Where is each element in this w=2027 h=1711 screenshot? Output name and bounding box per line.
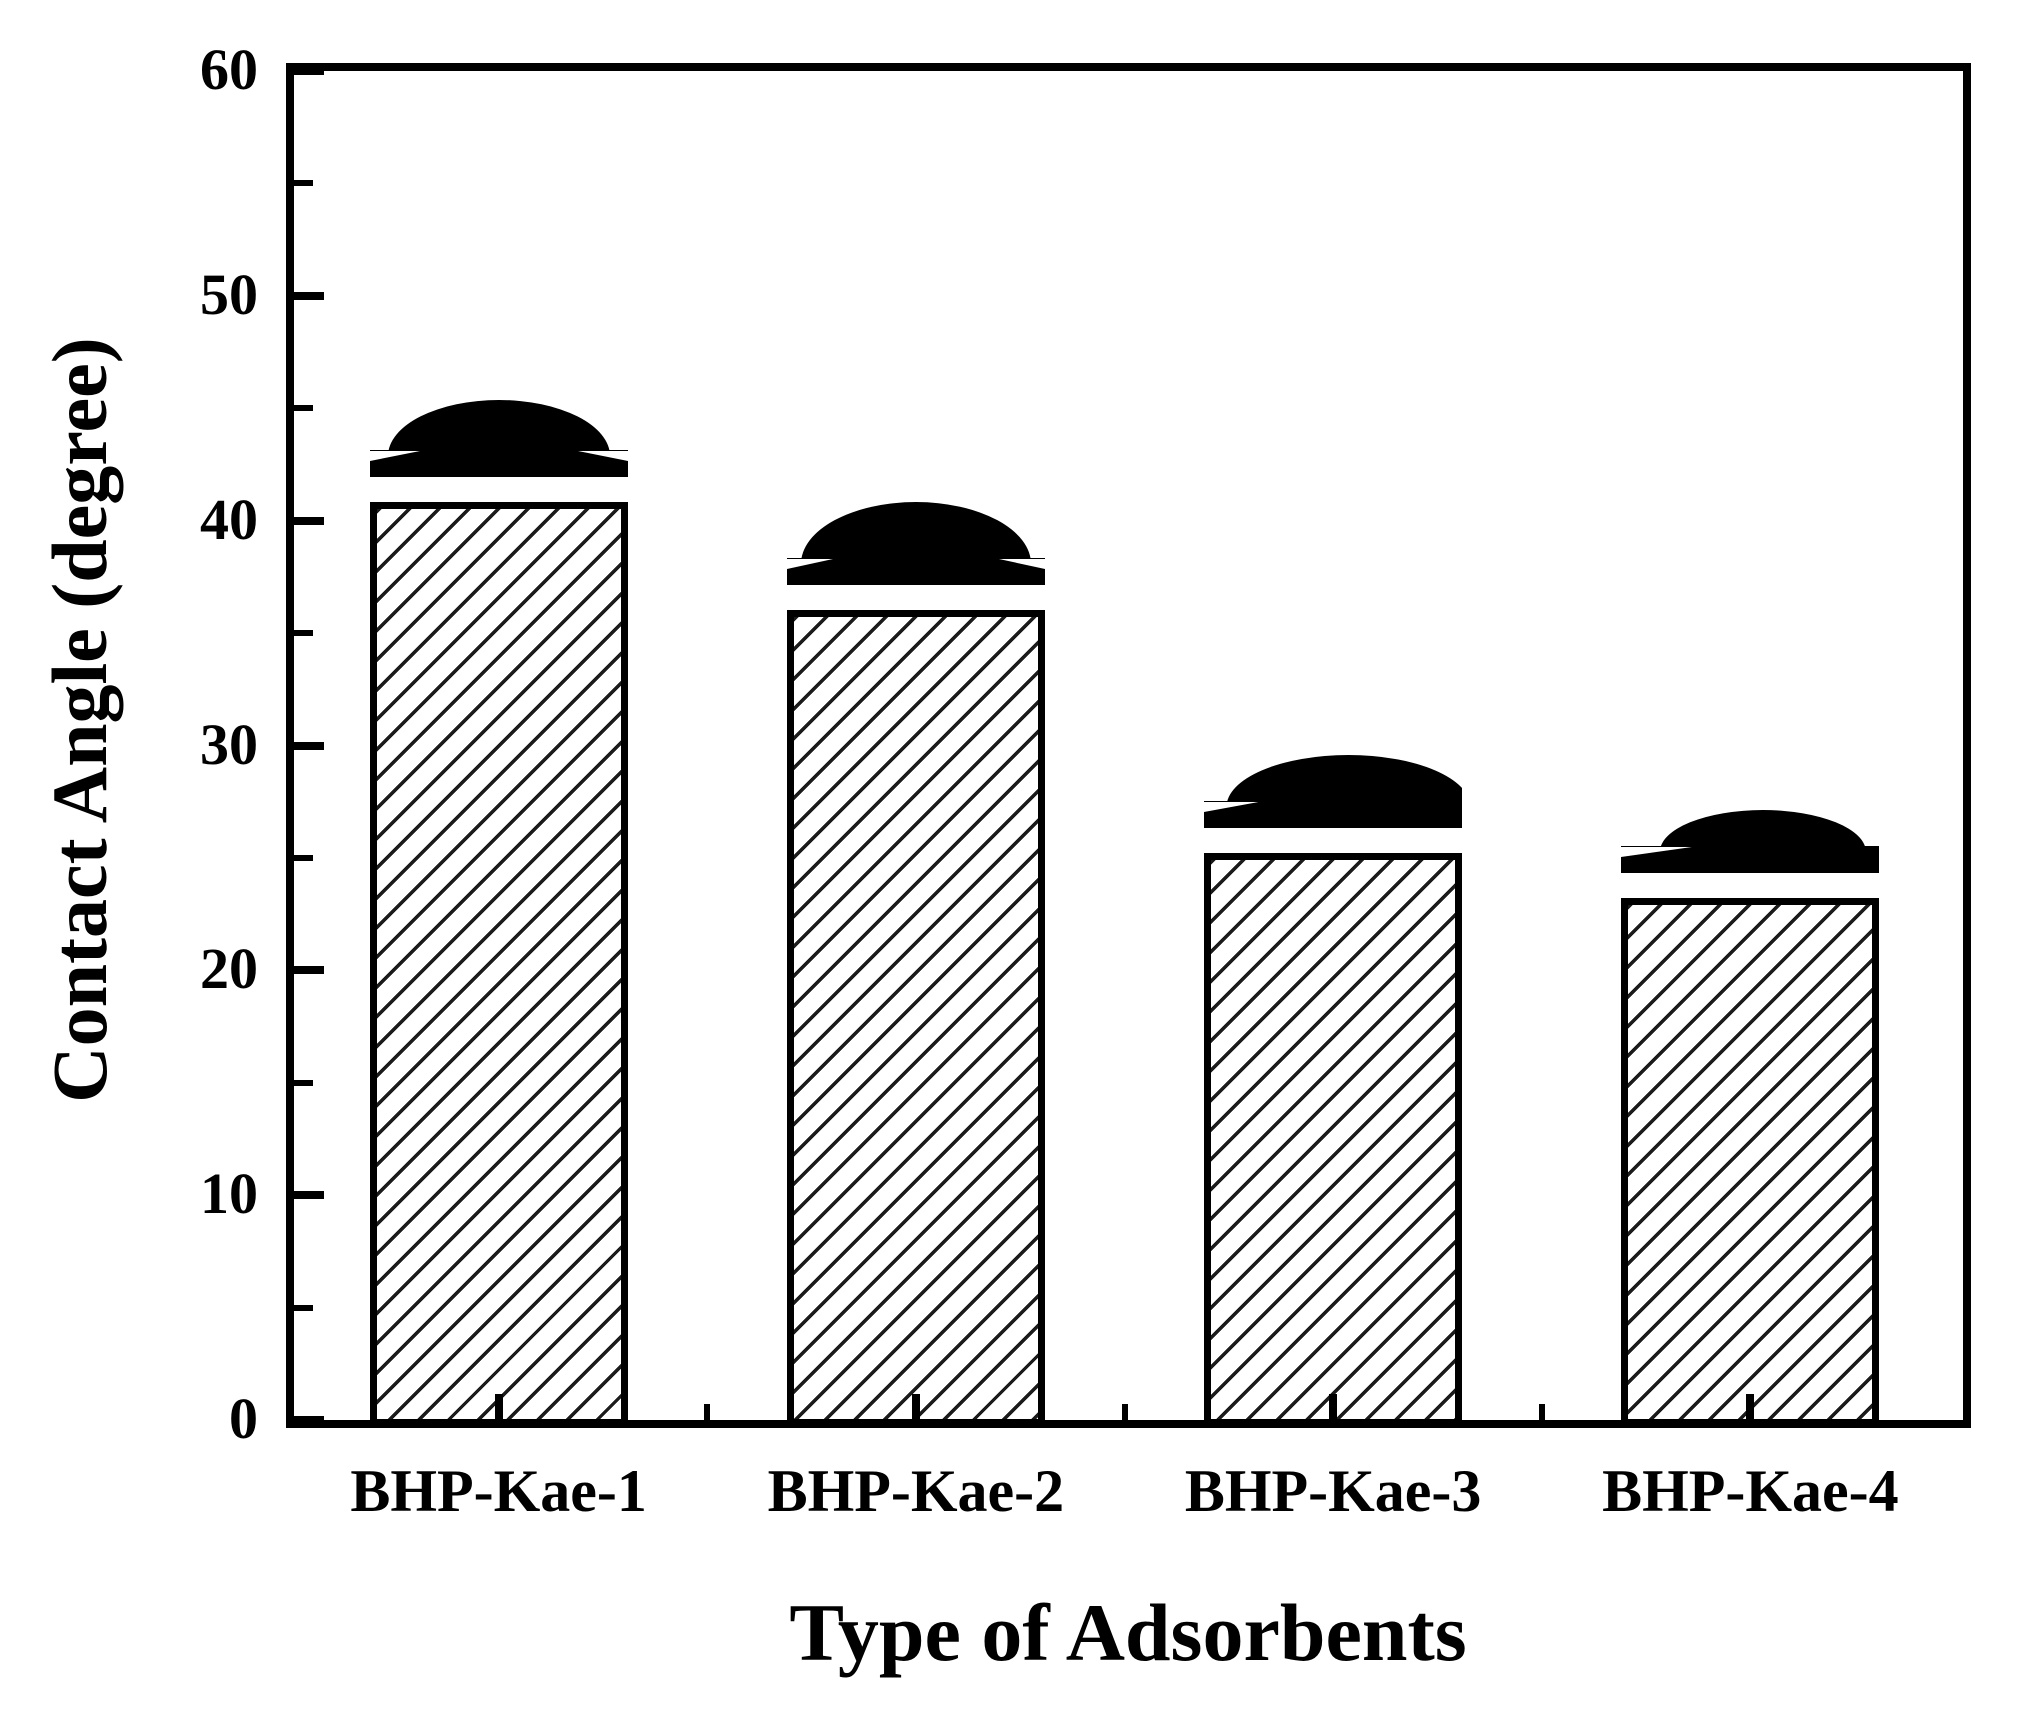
x-category-tick [494, 1394, 503, 1420]
x-category-label: BHP-Kae-1 [350, 1458, 647, 1524]
droplet-icon-bhp-kae-3 [1204, 754, 1463, 828]
droplet-icon-bhp-kae-1 [369, 399, 628, 477]
y-tick-label: 60 [200, 37, 258, 102]
y-tick-label: 10 [200, 1161, 258, 1227]
x-category-tick [911, 1394, 920, 1420]
y-minor-tick [294, 405, 313, 412]
bar-bhp-kae-4 [1621, 897, 1880, 1426]
bar-bhp-kae-1 [369, 501, 628, 1426]
y-major-tick [294, 1191, 324, 1200]
x-category-tick [1746, 1394, 1755, 1420]
x-minor-tick [1121, 1404, 1128, 1420]
y-major-tick [294, 291, 324, 300]
y-major-tick [294, 67, 324, 75]
y-tick-label: 50 [200, 261, 258, 327]
x-category-label: BHP-Kae-4 [1602, 1458, 1899, 1524]
y-major-tick [294, 966, 324, 975]
y-tick-label: 20 [200, 936, 258, 1002]
y-minor-tick [294, 1079, 313, 1086]
y-minor-tick [294, 180, 313, 187]
x-category-label: BHP-Kae-2 [767, 1458, 1065, 1524]
y-tick-label: 30 [200, 711, 258, 777]
x-minor-tick [704, 1404, 711, 1420]
y-major-tick [294, 516, 324, 525]
plot-frame [286, 63, 1971, 1428]
droplet-icon-bhp-kae-2 [786, 501, 1045, 585]
y-minor-tick [294, 854, 313, 861]
x-minor-tick [1538, 1404, 1545, 1420]
bar-bhp-kae-3 [1204, 852, 1463, 1426]
y-major-tick [294, 1416, 324, 1424]
bar-bhp-kae-2 [786, 609, 1045, 1426]
y-minor-tick [294, 630, 313, 637]
x-category-tick [1329, 1394, 1338, 1420]
x-axis-title: Type of Adsorbents [789, 1587, 1467, 1678]
droplet-icon-bhp-kae-4 [1621, 809, 1880, 873]
y-minor-tick [294, 1304, 313, 1311]
y-tick-label: 0 [229, 1386, 258, 1451]
x-category-label: BHP-Kae-3 [1184, 1458, 1482, 1524]
y-tick-label: 40 [200, 486, 258, 552]
y-major-tick [294, 741, 324, 750]
